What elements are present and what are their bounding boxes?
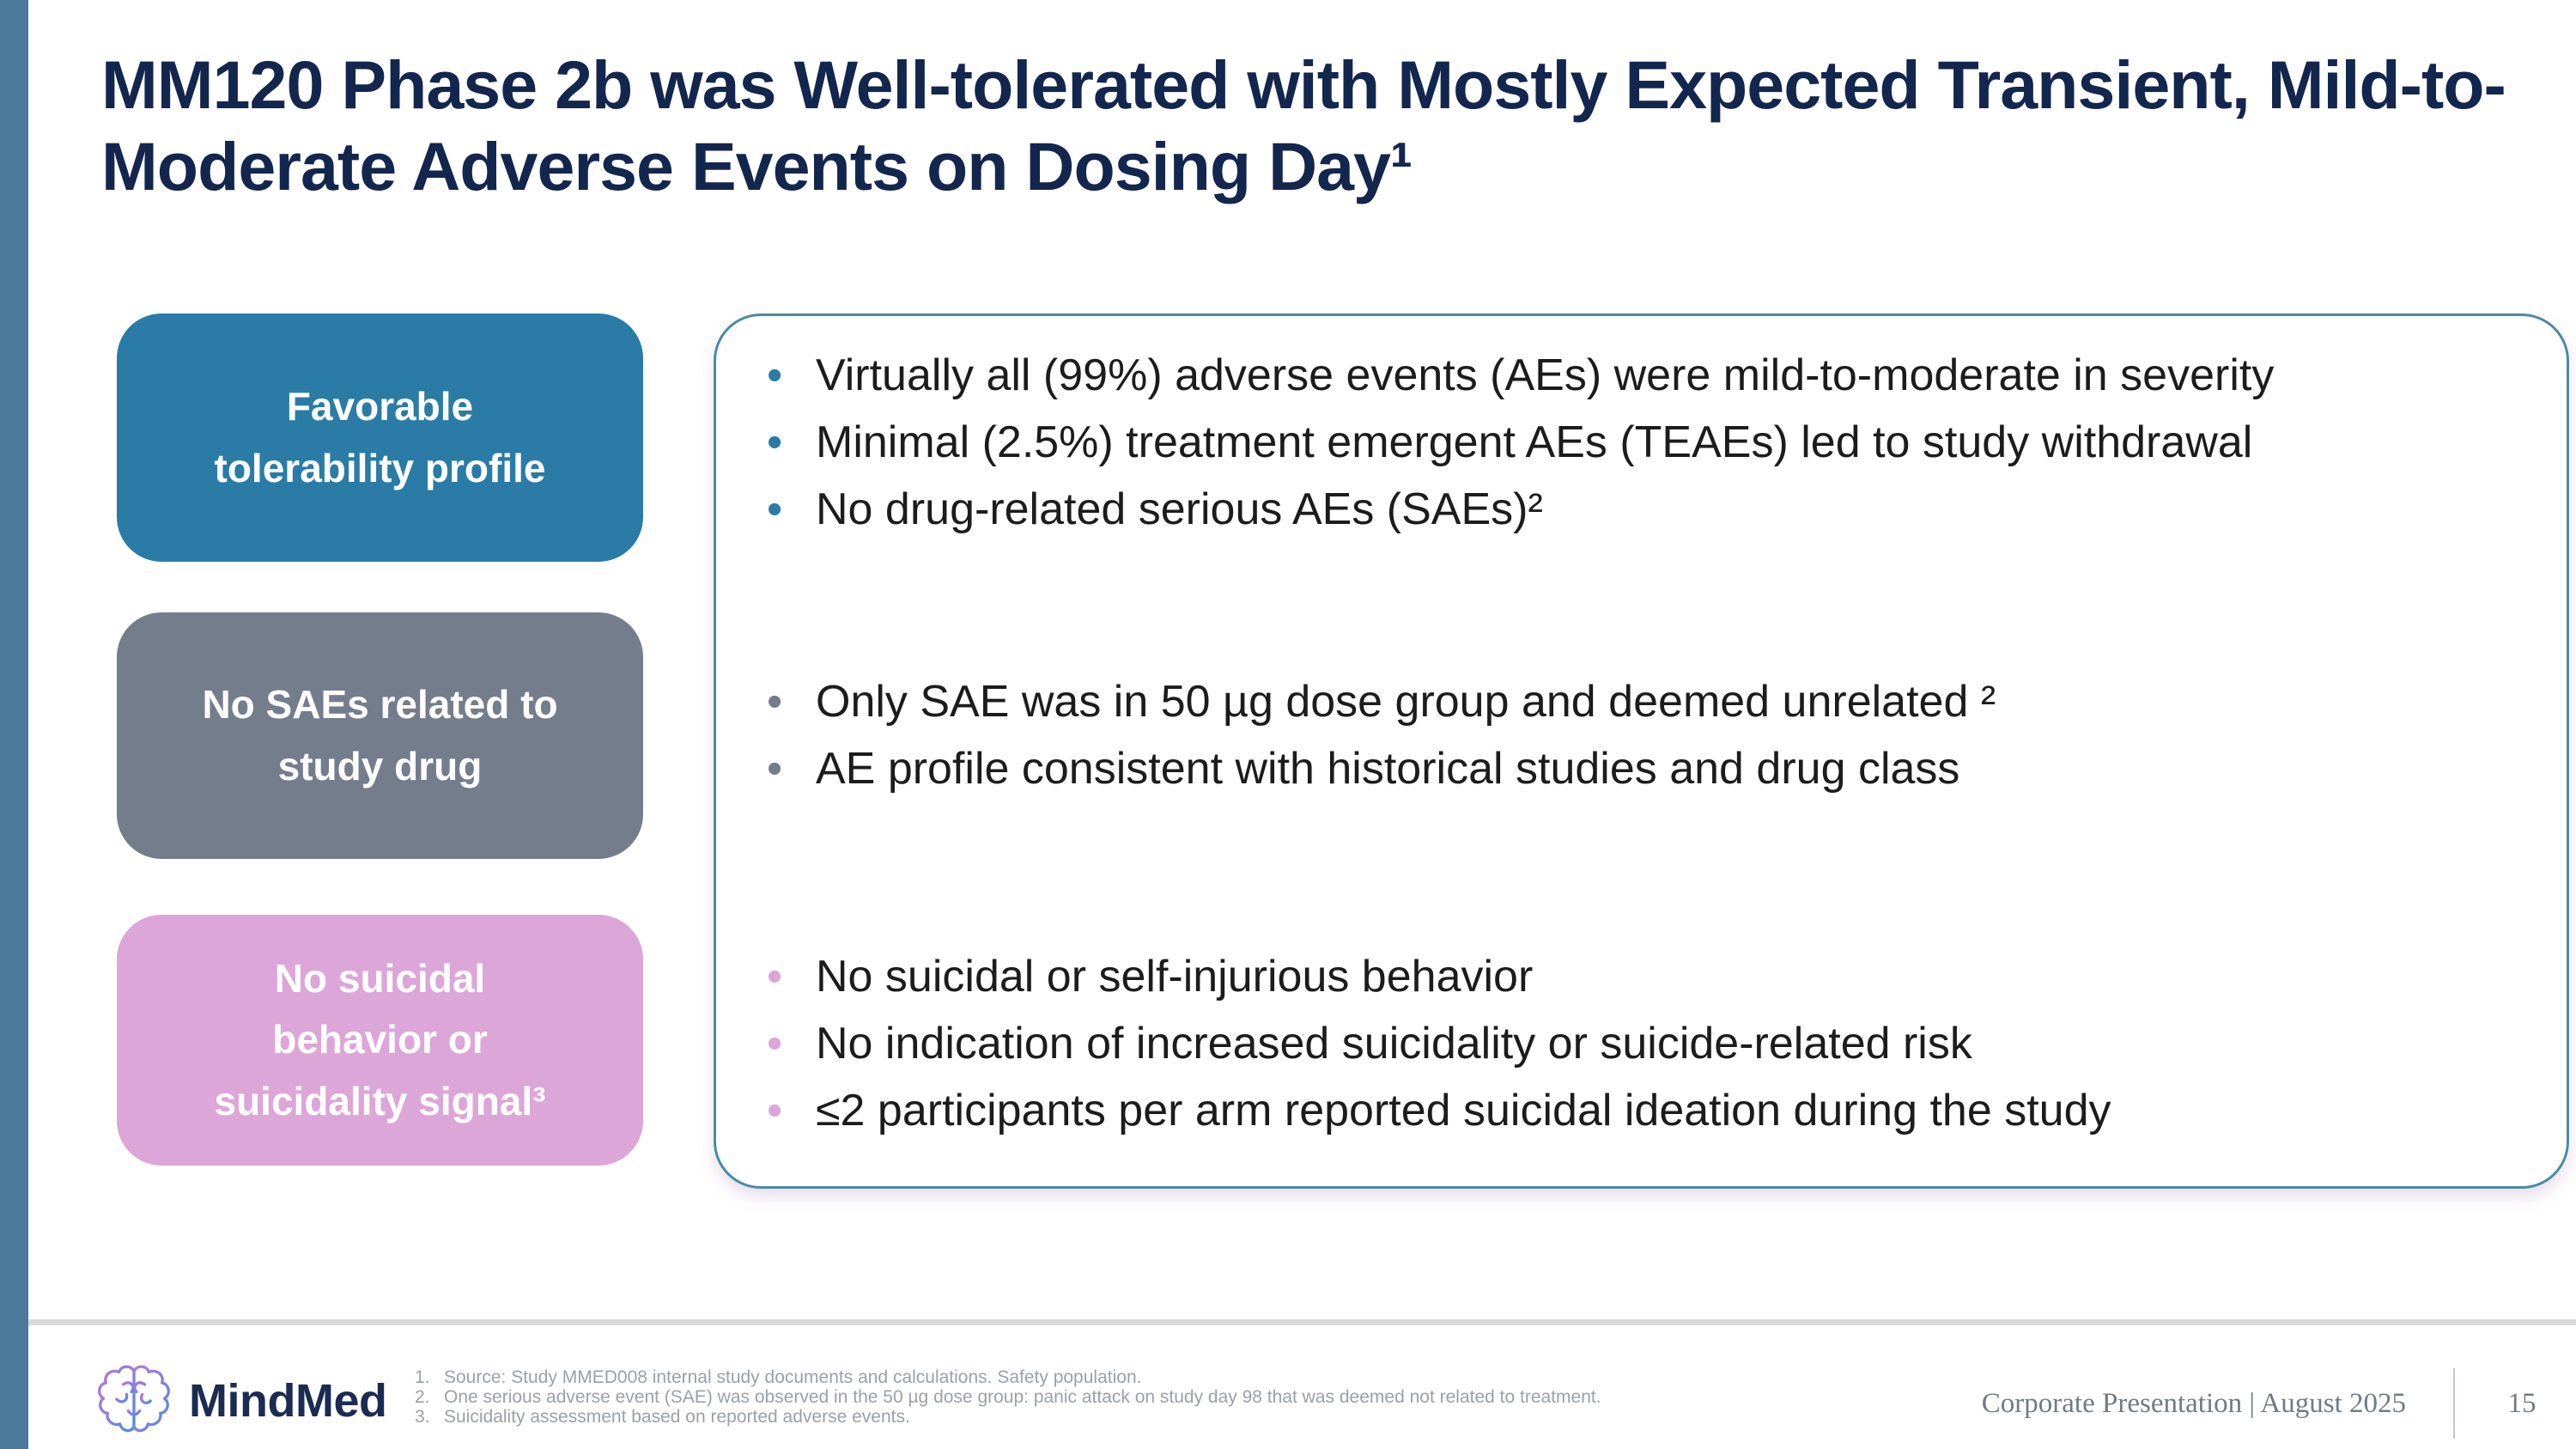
category-box-tolerability: Favorable tolerability profile — [117, 314, 643, 562]
mindmed-logo: MindMed — [93, 1360, 387, 1442]
footnote-text: Suicidality assessment based on reported… — [444, 1407, 910, 1427]
bullet-item: No drug-related serious AEs (SAEs)² — [767, 482, 2536, 538]
bullet-group-suicidality: No suicidal or self-injurious behavior N… — [767, 949, 2536, 1150]
category-box-no-saes: No SAEs related to study drug — [117, 612, 643, 859]
presentation-label: Corporate Presentation | August 2025 — [1981, 1387, 2406, 1419]
page-title: MM120 Phase 2b was Well-tolerated with M… — [101, 46, 2506, 204]
left-accent-bar — [0, 0, 28, 1449]
page-number: 15 — [2507, 1387, 2537, 1419]
footnote: 2. One serious adverse event (SAE) was o… — [415, 1387, 1601, 1407]
bullet-item: AE profile consistent with historical st… — [767, 741, 2536, 797]
footnote-number: 2. — [415, 1387, 430, 1407]
mindmed-brain-logo-icon — [93, 1360, 175, 1442]
bullet-item: ≤2 participants per arm reported suicida… — [767, 1083, 2536, 1139]
category-label: No suicidal behavior or suicidality sign… — [214, 956, 546, 1123]
bullet-group-no-saes: Only SAE was in 50 µg dose group and dee… — [767, 674, 2536, 808]
bullet-group-tolerability: Virtually all (99%) adverse events (AEs)… — [767, 348, 2536, 549]
bullet-item: Virtually all (99%) adverse events (AEs)… — [767, 348, 2536, 404]
footnote-number: 1. — [415, 1367, 430, 1387]
footer-right: Corporate Presentation | August 2025 15 — [1982, 1366, 2542, 1441]
category-box-suicidality: No suicidal behavior or suicidality sign… — [117, 915, 643, 1166]
footnote-text: Source: Study MMED008 internal study doc… — [444, 1367, 1142, 1387]
footnotes: 1. Source: Study MMED008 internal study … — [415, 1367, 1601, 1427]
footnote-number: 3. — [415, 1407, 430, 1427]
bullet-item: No indication of increased suicidality o… — [767, 1016, 2536, 1072]
bullet-item: Minimal (2.5%) treatment emergent AEs (T… — [767, 415, 2536, 471]
bullet-item: Only SAE was in 50 µg dose group and dee… — [767, 674, 2536, 730]
category-label: Favorable tolerability profile — [214, 384, 546, 490]
category-label: No SAEs related to study drug — [202, 682, 558, 788]
footer-vertical-divider — [2453, 1368, 2455, 1439]
footer-divider — [28, 1319, 2576, 1325]
footnote: 1. Source: Study MMED008 internal study … — [415, 1367, 1601, 1387]
footnote-text: One serious adverse event (SAE) was obse… — [444, 1387, 1601, 1407]
footnote: 3. Suicidality assessment based on repor… — [415, 1407, 1601, 1427]
bullet-item: No suicidal or self-injurious behavior — [767, 949, 2536, 1005]
mindmed-wordmark: MindMed — [189, 1375, 387, 1427]
